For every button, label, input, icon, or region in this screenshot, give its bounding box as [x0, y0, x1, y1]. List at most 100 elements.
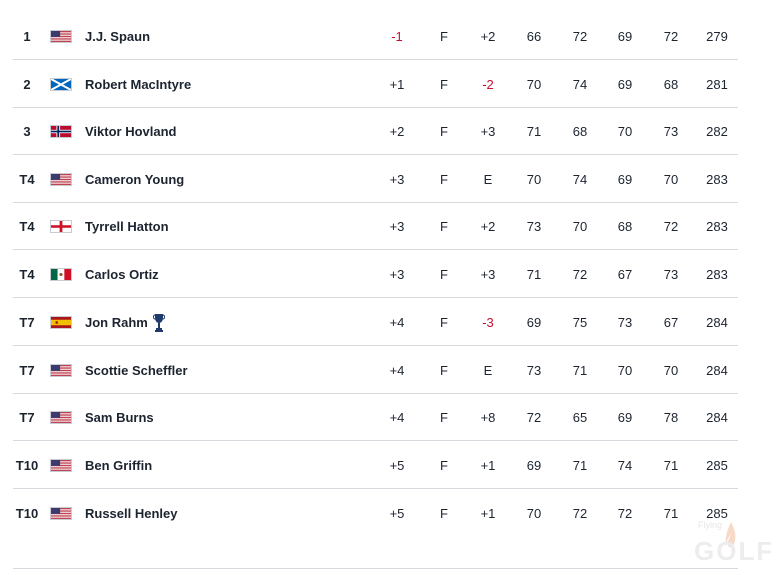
round-4-cell: 68: [663, 77, 679, 92]
table-row[interactable]: T10 Russell Henley +5 F +1 70 72 72 71 285: [0, 490, 740, 537]
position-cell: 3: [23, 124, 31, 139]
watermark-top-text: Flying: [698, 520, 723, 530]
to-par-cell: +5: [389, 506, 405, 521]
position-cell: T10: [15, 458, 39, 473]
row-divider: [13, 107, 738, 108]
round-2-cell: 72: [572, 506, 588, 521]
round-4-cell: 71: [663, 506, 679, 521]
player-name[interactable]: J.J. Spaun: [85, 29, 151, 44]
round-1-cell: 71: [526, 267, 542, 282]
table-row[interactable]: T4 Tyrrell Hatton +3 F +2 73 70 68 72 283: [0, 203, 740, 250]
flag-icon: [50, 364, 72, 377]
table-row[interactable]: 1 J.J. Spaun -1 F +2 66 72 69 72 279: [0, 13, 740, 60]
position-cell: T10: [15, 506, 39, 521]
total-cell: 283: [706, 219, 728, 234]
row-divider: [13, 488, 738, 489]
player-name[interactable]: Cameron Young: [85, 172, 185, 187]
total-cell: 284: [706, 363, 728, 378]
to-par-cell: +4: [389, 410, 405, 425]
to-par-cell: -1: [391, 29, 403, 44]
watermark-logo: Flying GOLF: [694, 520, 774, 570]
round-2-cell: 74: [572, 172, 588, 187]
round-1-cell: 70: [526, 77, 542, 92]
to-par-cell: +4: [389, 363, 405, 378]
to-par-cell: +3: [389, 172, 405, 187]
round-1-cell: 72: [526, 410, 542, 425]
round-1-cell: 70: [526, 506, 542, 521]
table-row[interactable]: T7 Jon Rahm +4 F -3 69 75 73 67 284: [0, 299, 740, 346]
round-3-cell: 74: [617, 458, 633, 473]
player-name[interactable]: Ben Griffin: [85, 458, 153, 473]
player-name[interactable]: Scottie Scheffler: [85, 363, 188, 378]
player-name[interactable]: Sam Burns: [85, 410, 154, 425]
flag-icon: [50, 30, 72, 43]
row-divider: [13, 440, 738, 441]
round-2-cell: 65: [572, 410, 588, 425]
thru-cell: F: [440, 410, 448, 425]
round-3-cell: 69: [617, 410, 633, 425]
thru-cell: F: [440, 363, 448, 378]
table-row[interactable]: 2 Robert MacIntyre +1 F -2 70 74 69 68 281: [0, 61, 740, 108]
today-cell: +8: [480, 410, 496, 425]
flag-icon: [50, 173, 72, 186]
position-cell: 2: [23, 77, 31, 92]
position-cell: T4: [19, 172, 35, 187]
today-cell: +2: [480, 29, 496, 44]
total-cell: 282: [706, 124, 728, 139]
round-2-cell: 70: [572, 219, 588, 234]
round-4-cell: 72: [663, 29, 679, 44]
table-row[interactable]: T10 Ben Griffin +5 F +1 69 71 74 71 285: [0, 442, 740, 489]
thru-cell: F: [440, 458, 448, 473]
flag-icon: [50, 459, 72, 472]
round-1-cell: 69: [526, 315, 542, 330]
today-cell: E: [483, 363, 493, 378]
today-cell: +1: [480, 458, 496, 473]
round-1-cell: 71: [526, 124, 542, 139]
trophy-icon: [153, 314, 165, 332]
player-name[interactable]: Robert MacIntyre: [85, 77, 192, 92]
player-name[interactable]: Tyrrell Hatton: [85, 219, 169, 234]
round-2-cell: 75: [572, 315, 588, 330]
total-cell: 285: [706, 458, 728, 473]
round-4-cell: 78: [663, 410, 679, 425]
to-par-cell: +2: [389, 124, 405, 139]
total-cell: 281: [706, 77, 728, 92]
table-row[interactable]: 3 Viktor Hovland +2 F +3 71 68 70 73 282: [0, 108, 740, 155]
thru-cell: F: [440, 506, 448, 521]
round-4-cell: 73: [663, 124, 679, 139]
round-4-cell: 72: [663, 219, 679, 234]
flag-icon: [50, 78, 72, 91]
flag-icon: [50, 507, 72, 520]
to-par-cell: +5: [389, 458, 405, 473]
today-cell: +3: [480, 124, 496, 139]
thru-cell: F: [440, 315, 448, 330]
thru-cell: F: [440, 77, 448, 92]
thru-cell: F: [440, 29, 448, 44]
flame-icon: [725, 522, 736, 548]
table-row[interactable]: T7 Sam Burns +4 F +8 72 65 69 78 284: [0, 394, 740, 441]
round-2-cell: 68: [572, 124, 588, 139]
to-par-cell: +3: [389, 219, 405, 234]
round-3-cell: 73: [617, 315, 633, 330]
round-3-cell: 69: [617, 172, 633, 187]
today-cell: -3: [482, 315, 494, 330]
flag-icon: [50, 125, 72, 138]
round-2-cell: 72: [572, 29, 588, 44]
watermark-main-text: GOLF: [694, 536, 775, 566]
player-name[interactable]: Russell Henley: [85, 506, 178, 521]
thru-cell: F: [440, 172, 448, 187]
table-row[interactable]: T4 Carlos Ortiz +3 F +3 71 72 67 73 283: [0, 251, 740, 298]
round-3-cell: 69: [617, 77, 633, 92]
position-cell: T4: [19, 267, 35, 282]
round-3-cell: 72: [617, 506, 633, 521]
round-3-cell: 68: [617, 219, 633, 234]
player-name[interactable]: Viktor Hovland: [85, 124, 177, 139]
position-cell: 1: [23, 29, 31, 44]
table-row[interactable]: T4 Cameron Young +3 F E 70 74 69 70 283: [0, 156, 740, 203]
round-4-cell: 70: [663, 363, 679, 378]
player-name[interactable]: Carlos Ortiz: [85, 267, 159, 282]
player-name[interactable]: Jon Rahm: [85, 315, 148, 330]
position-cell: T4: [19, 219, 35, 234]
table-row[interactable]: T7 Scottie Scheffler +4 F E 73 71 70 70 284: [0, 347, 740, 394]
total-cell: 279: [706, 29, 728, 44]
